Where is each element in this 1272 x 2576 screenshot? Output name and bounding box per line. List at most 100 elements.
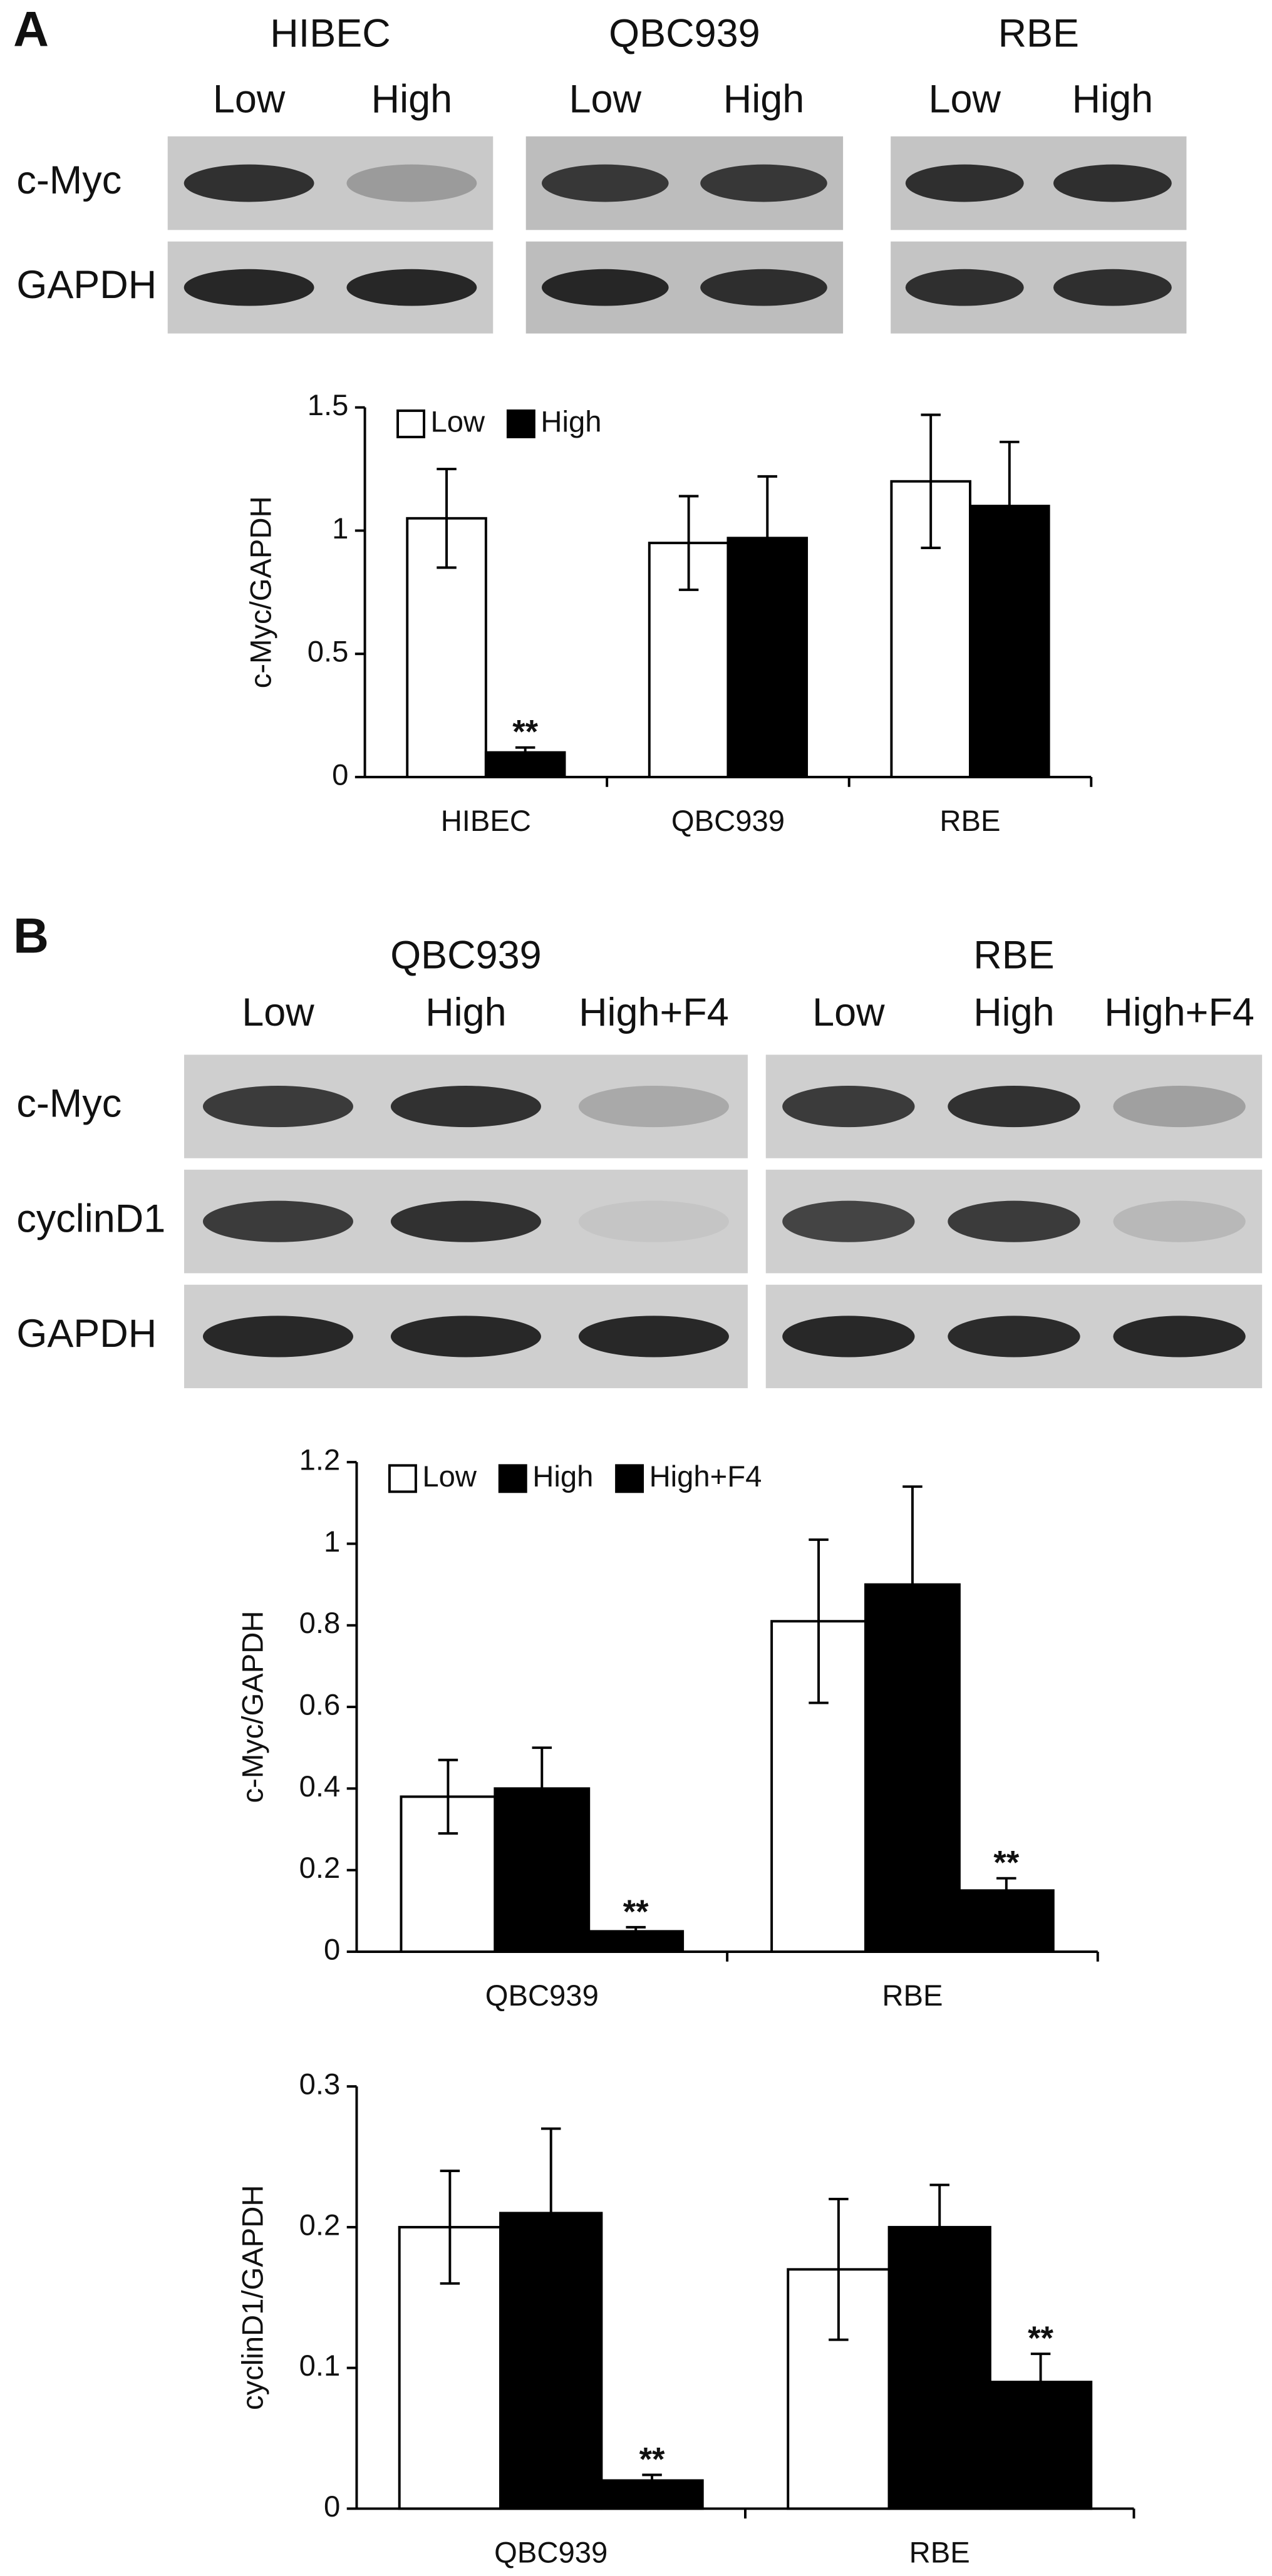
blot-band <box>948 1316 1080 1358</box>
blot-band <box>948 1086 1080 1128</box>
blot-band <box>1113 1200 1246 1242</box>
blot-band <box>1053 269 1172 306</box>
y-axis-label: c-Myc/GAPDH <box>236 1611 269 1803</box>
blot-lane-label: High <box>723 77 804 121</box>
error-bar <box>540 2127 561 2299</box>
legend-label: High <box>532 1460 593 1493</box>
significance-label: ** <box>993 1845 1019 1882</box>
blot-group-label: HIBEC <box>270 11 390 55</box>
x-tick-label: RBE <box>909 2536 970 2569</box>
blot-band <box>700 269 827 306</box>
bar <box>864 1583 961 1953</box>
error-bar <box>440 2170 460 2285</box>
blot-row-label: cyclinD1 <box>16 1197 165 1240</box>
legend-label: Low <box>422 1460 477 1493</box>
legend-swatch <box>615 1464 644 1493</box>
error-bar <box>1000 440 1020 572</box>
legend-label: High+F4 <box>649 1460 762 1493</box>
x-tick-label: HIBEC <box>441 805 531 838</box>
blot-lane-label: High+F4 <box>579 991 729 1034</box>
blot-band <box>346 269 477 306</box>
y-tick-label: 0 <box>332 758 348 791</box>
blot-band <box>390 1316 541 1358</box>
blot-band <box>578 1200 729 1242</box>
blot-band <box>184 269 314 306</box>
blot-group-label: RBE <box>998 11 1079 55</box>
panel-label: A <box>13 1 49 56</box>
blot-group-label: RBE <box>973 933 1054 977</box>
error-bar <box>929 2183 949 2271</box>
error-bar <box>626 1925 646 1937</box>
legend-label: High <box>540 405 601 438</box>
blot-band <box>578 1316 729 1358</box>
y-tick-label: 0.8 <box>299 1607 341 1640</box>
blot-lane-label: Low <box>213 77 286 121</box>
y-tick-label: 1.2 <box>299 1444 341 1477</box>
blot-band <box>905 269 1024 306</box>
blot-row-label: c-Myc <box>16 1082 122 1126</box>
legend-swatch <box>396 409 426 438</box>
y-tick-label: 0.2 <box>299 1852 341 1885</box>
blot-lane-label: Low <box>928 77 1001 121</box>
y-tick-label: 1 <box>332 512 348 545</box>
blot-band <box>202 1200 353 1242</box>
error-bar <box>902 1485 923 1684</box>
legend-swatch <box>506 409 535 438</box>
blot-band <box>390 1086 541 1128</box>
panel-label: B <box>13 909 49 964</box>
blot-lane-label: Low <box>569 77 642 121</box>
blot-band <box>700 164 827 202</box>
blot-band <box>1053 164 1172 202</box>
error-bar <box>809 1538 829 1704</box>
y-tick-label: 1.5 <box>308 389 349 422</box>
blot-lane-label: Low <box>812 991 885 1034</box>
error-bar <box>532 1746 552 1831</box>
error-bar <box>437 468 457 569</box>
blot-band <box>782 1200 915 1242</box>
blot-band <box>578 1086 729 1128</box>
blot-lane-label: High <box>1072 77 1153 121</box>
x-tick-label: QBC939 <box>485 1979 599 2012</box>
blot-group-label: QBC939 <box>390 933 541 977</box>
blot-band <box>202 1086 353 1128</box>
blot-lane-label: High+F4 <box>1104 991 1254 1034</box>
error-bar <box>996 1877 1016 1904</box>
blot-lane-label: Low <box>242 991 314 1034</box>
bar <box>887 2225 991 2510</box>
error-bar <box>438 1758 458 1835</box>
y-tick-label: 0.2 <box>299 2208 341 2242</box>
blot-band <box>948 1200 1080 1242</box>
blot-band <box>782 1086 915 1128</box>
blot-band <box>390 1200 541 1242</box>
blot-lane-label: High <box>371 77 452 121</box>
error-bar <box>515 746 535 759</box>
blot-band <box>542 269 669 306</box>
y-tick-label: 1 <box>324 1525 340 1558</box>
error-bar <box>921 413 941 549</box>
legend-swatch <box>388 1464 417 1493</box>
error-bar <box>757 475 777 601</box>
significance-label: ** <box>1028 2321 1053 2357</box>
blot-row-label: GAPDH <box>16 1312 157 1356</box>
x-tick-label: RBE <box>939 805 1000 838</box>
y-tick-label: 0.5 <box>308 636 349 669</box>
y-axis-label: c-Myc/GAPDH <box>244 496 277 688</box>
blot-row-label: GAPDH <box>16 263 157 307</box>
blot-band <box>1113 1316 1246 1358</box>
y-tick-label: 0 <box>324 2490 340 2523</box>
x-tick-label: RBE <box>882 1979 943 2012</box>
blot-lane-label: High <box>425 991 506 1034</box>
x-tick-label: QBC939 <box>494 2536 608 2569</box>
y-tick-label: 0.6 <box>299 1689 341 1722</box>
blot-band <box>184 164 314 202</box>
blot-band <box>1113 1086 1246 1128</box>
x-tick-label: QBC939 <box>671 805 785 838</box>
legend-label: Low <box>431 405 486 438</box>
blot-band <box>782 1316 915 1358</box>
significance-label: ** <box>512 714 538 751</box>
blot-lane-label: High <box>973 991 1054 1034</box>
y-tick-label: 0.4 <box>299 1770 341 1803</box>
error-bar <box>642 2473 662 2488</box>
